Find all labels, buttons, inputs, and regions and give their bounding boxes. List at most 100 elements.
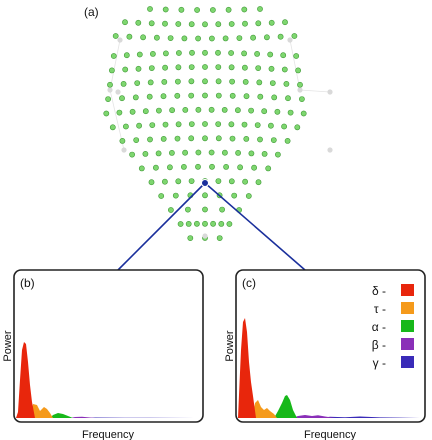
- electrode[interactable]: [228, 50, 234, 56]
- electrode[interactable]: [223, 163, 229, 170]
- electrode[interactable]: [193, 220, 200, 227]
- electrode[interactable]: [267, 51, 274, 58]
- electrode[interactable]: [248, 150, 255, 157]
- selected-electrode-icon[interactable]: [201, 179, 209, 187]
- electrode[interactable]: [215, 135, 222, 142]
- electrode[interactable]: [277, 33, 284, 40]
- electrode[interactable]: [109, 124, 116, 131]
- electrode[interactable]: [254, 122, 261, 128]
- electrode[interactable]: [221, 149, 228, 156]
- electrode[interactable]: [194, 7, 200, 13]
- electrode[interactable]: [282, 19, 288, 26]
- electrode[interactable]: [188, 135, 195, 142]
- electrode[interactable]: [189, 49, 195, 56]
- electrode[interactable]: [218, 220, 225, 227]
- electrode[interactable]: [138, 165, 145, 172]
- electrode[interactable]: [226, 221, 233, 227]
- electrode[interactable]: [152, 164, 159, 171]
- electrode[interactable]: [182, 107, 189, 113]
- electrode[interactable]: [231, 192, 238, 199]
- electrode[interactable]: [281, 66, 288, 73]
- electrode[interactable]: [116, 109, 123, 116]
- electrode[interactable]: [209, 7, 216, 13]
- electrode[interactable]: [153, 34, 160, 41]
- electrode[interactable]: [167, 207, 174, 213]
- electrode[interactable]: [215, 21, 222, 28]
- electrode[interactable]: [135, 19, 142, 26]
- electrode[interactable]: [208, 35, 215, 42]
- electrode[interactable]: [175, 178, 182, 185]
- electrode[interactable]: [187, 235, 194, 241]
- electrode[interactable]: [162, 20, 168, 27]
- electrode[interactable]: [119, 137, 126, 144]
- electrode[interactable]: [241, 64, 248, 71]
- electrode[interactable]: [269, 80, 276, 86]
- electrode[interactable]: [162, 121, 169, 128]
- electrode[interactable]: [188, 92, 195, 99]
- electrode[interactable]: [122, 66, 129, 73]
- electrode[interactable]: [242, 79, 249, 85]
- electrode[interactable]: [167, 35, 174, 41]
- electrode[interactable]: [242, 20, 248, 27]
- electrode[interactable]: [228, 121, 235, 128]
- electrode[interactable]: [168, 149, 175, 156]
- electrode[interactable]: [248, 107, 254, 114]
- electrode[interactable]: [135, 65, 142, 72]
- electrode[interactable]: [221, 107, 228, 113]
- electrode[interactable]: [241, 50, 247, 57]
- electrode[interactable]: [274, 151, 281, 158]
- electrode[interactable]: [256, 79, 263, 86]
- electrode[interactable]: [281, 123, 287, 130]
- electrode[interactable]: [300, 110, 307, 117]
- electrode[interactable]: [235, 149, 241, 156]
- electrode[interactable]: [208, 149, 215, 156]
- electrode[interactable]: [202, 206, 208, 213]
- electrode[interactable]: [107, 81, 113, 88]
- electrode[interactable]: [112, 33, 119, 39]
- electrode[interactable]: [268, 19, 275, 26]
- electrode[interactable]: [195, 35, 201, 42]
- electrode[interactable]: [195, 149, 202, 156]
- electrode[interactable]: [188, 64, 195, 70]
- electrode[interactable]: [166, 164, 173, 171]
- electrode[interactable]: [209, 163, 215, 170]
- electrode[interactable]: [140, 34, 146, 41]
- electrode[interactable]: [202, 220, 208, 227]
- electrode[interactable]: [274, 108, 281, 115]
- electrode[interactable]: [136, 51, 143, 58]
- electrode[interactable]: [142, 150, 149, 157]
- electrode[interactable]: [229, 78, 235, 85]
- electrode[interactable]: [181, 35, 188, 42]
- electrode[interactable]: [175, 121, 182, 128]
- electrode[interactable]: [172, 192, 179, 199]
- electrode[interactable]: [202, 21, 208, 28]
- electrode[interactable]: [175, 50, 182, 56]
- electrode[interactable]: [195, 163, 201, 170]
- electrode[interactable]: [210, 220, 216, 227]
- electrode[interactable]: [257, 93, 264, 100]
- electrode[interactable]: [126, 33, 133, 40]
- electrode[interactable]: [237, 164, 243, 171]
- electrode[interactable]: [236, 35, 243, 41]
- electrode[interactable]: [148, 179, 155, 186]
- electrode[interactable]: [105, 96, 111, 102]
- electrode[interactable]: [119, 95, 125, 102]
- electrode[interactable]: [188, 78, 195, 85]
- electrode[interactable]: [241, 121, 248, 128]
- electrode[interactable]: [148, 20, 155, 27]
- electrode[interactable]: [129, 151, 135, 158]
- electrode[interactable]: [293, 53, 300, 59]
- electrode[interactable]: [215, 121, 222, 127]
- electrode[interactable]: [202, 49, 208, 56]
- electrode[interactable]: [241, 6, 248, 13]
- electrode[interactable]: [160, 135, 167, 142]
- electrode[interactable]: [257, 6, 263, 12]
- electrode[interactable]: [228, 178, 235, 185]
- electrode[interactable]: [215, 49, 221, 56]
- electrode[interactable]: [267, 122, 274, 129]
- electrode[interactable]: [222, 35, 229, 42]
- electrode[interactable]: [185, 220, 192, 227]
- electrode[interactable]: [162, 64, 168, 71]
- electrode[interactable]: [245, 193, 252, 199]
- electrode[interactable]: [161, 79, 168, 85]
